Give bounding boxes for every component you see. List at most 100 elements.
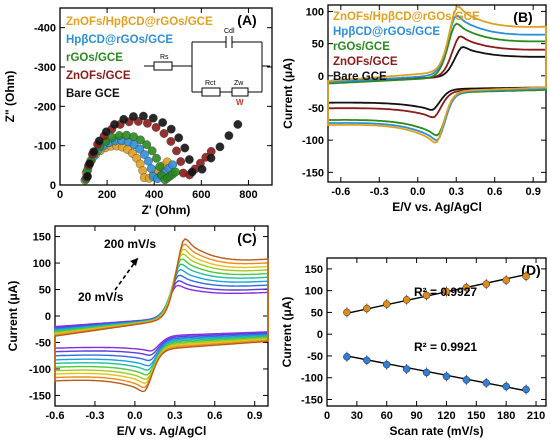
x-tick-label: 0.6 — [487, 186, 502, 198]
y-axis-label: Z" (Ohm) — [3, 71, 17, 123]
y-tick-label: 0 — [317, 329, 323, 341]
x-tick-label: -0.3 — [370, 186, 389, 198]
nyquist-point — [101, 127, 111, 137]
nyquist-point — [142, 140, 152, 150]
nyquist-point — [152, 153, 161, 163]
y-tick-label: -150 — [301, 394, 323, 406]
y-tick-label: -50 — [35, 337, 51, 349]
legend-entry: Bare GCE — [66, 88, 120, 100]
nyquist-point — [140, 150, 149, 159]
y-axis-label: Current (μA) — [280, 297, 294, 368]
data-point — [343, 353, 351, 361]
annotation-low: 20 mV/s — [78, 290, 124, 304]
nyquist-point — [147, 146, 157, 156]
x-tick-label: 800 — [239, 189, 257, 201]
y-tick-label: 50 — [39, 285, 51, 297]
nyquist-point — [146, 164, 156, 174]
label-cdl: Cdl — [224, 28, 235, 35]
panel-b: -0.6 -0.3 0.0 0.3 0.6 0.9 -150 -100 -50 0 50 100 E/V… — [281, 4, 547, 214]
nyquist-point — [83, 171, 92, 181]
data-point — [363, 356, 371, 365]
nyquist-point — [206, 153, 216, 163]
nyquist-point — [122, 130, 131, 140]
y-axis-label: Current (μA) — [6, 281, 20, 352]
x-tick-label: -0.6 — [46, 410, 65, 422]
nyquist-point — [166, 137, 176, 146]
data-point — [382, 300, 391, 308]
y-tick-label: -100 — [302, 135, 324, 147]
legend-entry: Bare GCE — [333, 71, 387, 83]
arrow-head — [130, 258, 138, 266]
x-tick-label: 0 — [324, 410, 330, 422]
label-w: W — [236, 98, 244, 107]
label-rs: Rs — [160, 54, 169, 61]
data-point — [363, 304, 371, 313]
x-axis-label: Scan rate (mV/s) — [389, 424, 483, 438]
y-tick-label: 150 — [33, 232, 51, 244]
panel-label: (B) — [513, 9, 532, 25]
y-tick-label: 0 — [45, 311, 51, 323]
x-axis-label: E/V vs. Ag/AgCl — [392, 200, 482, 214]
y-tick-label: -150 — [29, 390, 51, 402]
nyquist-point — [85, 159, 95, 169]
warburg-element — [231, 87, 249, 97]
nyquist-point — [233, 120, 243, 129]
nyquist-point — [110, 120, 119, 129]
legend-entry: ZnOFs/GCE — [66, 70, 131, 82]
legend-entry: HpβCD@rGOs/GCE — [333, 26, 440, 38]
panel-d: 0 30 60 90 120 150 180 210 -150 -100 -50 0 50 100 150 S… — [280, 257, 547, 438]
nyquist-point — [166, 124, 176, 134]
cv-curve — [327, 5, 547, 144]
annotation-high: 200 mV/s — [104, 237, 156, 251]
y-tick-label: -100 — [34, 141, 56, 153]
y-tick-label: 0 — [318, 71, 324, 83]
y-tick-label: 100 — [306, 6, 324, 18]
data-point — [343, 308, 351, 317]
cv-curve — [54, 238, 269, 393]
nyquist-point — [158, 118, 168, 127]
y-tick-label: 50 — [312, 39, 324, 51]
nyquist-point — [197, 164, 207, 174]
x-tick-label: 600 — [192, 189, 210, 201]
equivalent-circuit: Rs Cdl Rct Zw W — [144, 28, 270, 107]
label-rct: Rct — [205, 80, 216, 87]
data-point — [442, 287, 451, 296]
x-axis-label: Z' (Ohm) — [142, 203, 191, 217]
y-tick-label: -50 — [308, 103, 324, 115]
x-tick-label: 0.6 — [207, 410, 222, 422]
data-point — [502, 276, 510, 284]
fit-line — [346, 355, 527, 392]
panel-a: 0 200 400 600 800 0 -100 -200 -300 -400 Z' (Ohm) Z"… — [3, 7, 273, 217]
legend-entry: rGOs/GCE — [66, 52, 123, 64]
data-point — [522, 272, 530, 281]
x-tick-label: -0.6 — [331, 186, 350, 198]
nyquist-point — [155, 162, 165, 172]
data-point — [422, 291, 431, 300]
r2-cathodic: R² = 0.9921 — [414, 340, 477, 354]
nyquist-point — [180, 143, 190, 153]
resistor-rct — [201, 87, 221, 97]
y-tick-label: 100 — [305, 286, 323, 298]
resistor-rs — [153, 61, 173, 71]
x-tick-label: 0.3 — [167, 410, 182, 422]
y-tick-label: -100 — [29, 364, 51, 376]
x-tick-label: 90 — [410, 410, 422, 422]
legend-entry: HpβCD@rGOs/GCE — [66, 34, 173, 46]
x-tick-label: 120 — [437, 410, 455, 422]
data-point — [482, 280, 491, 288]
nyquist-point — [171, 167, 180, 177]
data-point — [482, 379, 491, 387]
x-tick-label: 0.9 — [247, 410, 262, 422]
label-zw: Zw — [234, 80, 244, 87]
data-point — [422, 368, 431, 377]
y-tick-label: -50 — [307, 351, 323, 363]
data-point — [442, 372, 451, 381]
data-point — [462, 376, 471, 384]
nyquist-point — [129, 112, 138, 121]
legend-entry: ZnOFs/HpβCD@rGOs/GCE — [333, 11, 480, 23]
x-tick-label: 200 — [98, 189, 116, 201]
nyquist-point — [184, 155, 194, 164]
data-point — [402, 296, 411, 304]
cv-curve — [327, 14, 547, 142]
x-tick-label: 0.0 — [127, 410, 142, 422]
